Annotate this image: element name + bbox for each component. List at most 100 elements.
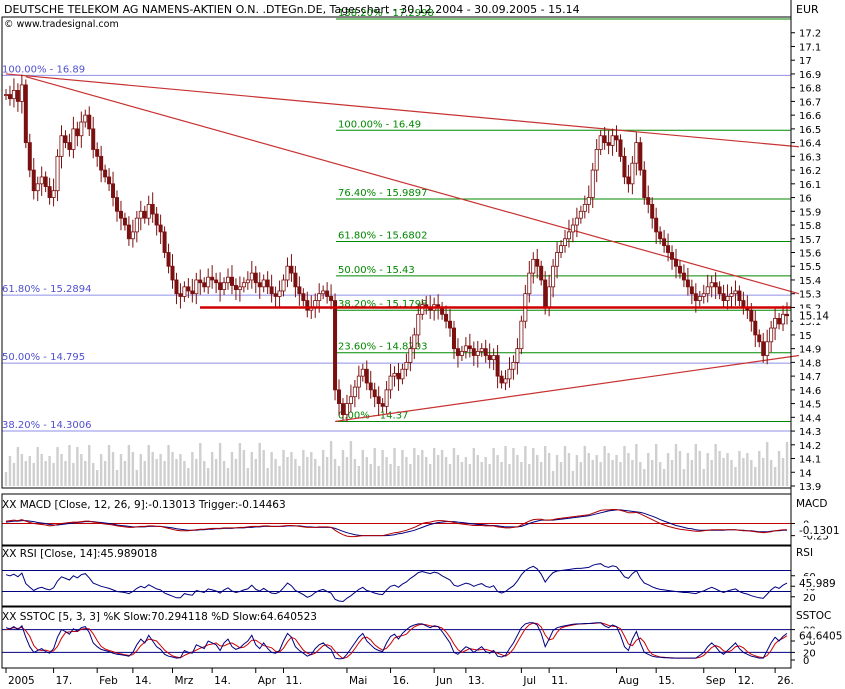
volume-bar xyxy=(746,453,749,486)
y-tick-label: 14.4 xyxy=(799,413,821,424)
panel-tick-label: 20 xyxy=(803,648,816,659)
y-tick-label: 16.2 xyxy=(799,166,821,177)
volume-bar xyxy=(658,462,662,486)
x-tick-label: 16. xyxy=(393,675,410,687)
candle-body xyxy=(269,286,274,295)
volume-bar xyxy=(666,453,670,486)
fib-level-label: 138.20% - 17.2998 xyxy=(338,8,434,19)
candle-body xyxy=(83,114,88,123)
candle-body xyxy=(574,217,579,226)
y-tick-label: 15.9 xyxy=(799,207,821,218)
candle-body xyxy=(475,350,480,356)
macd-axis-label: MACD xyxy=(796,498,827,510)
candle-body xyxy=(91,128,96,150)
candle-body xyxy=(570,224,575,233)
y-tick-label: 15 xyxy=(799,331,812,342)
candle-body xyxy=(408,348,413,363)
candle-body xyxy=(293,272,298,288)
volume-bar xyxy=(785,442,789,486)
y-tick-label: 14.6 xyxy=(799,386,821,397)
volume-bar xyxy=(135,470,139,486)
candle-body xyxy=(59,135,64,157)
volume-bar xyxy=(773,467,777,486)
volume-bar xyxy=(662,469,666,486)
candle-body xyxy=(483,348,488,356)
candle-body xyxy=(257,282,262,288)
volume-bar xyxy=(528,464,531,486)
candle-body xyxy=(666,245,671,253)
volume-bar xyxy=(643,469,646,486)
volume-bar xyxy=(654,444,658,486)
chart-title: DEUTSCHE TELEKOM AG NAMENS-AKTIEN O.N. .… xyxy=(4,3,580,16)
x-tick-label: Jul xyxy=(522,675,536,687)
volume-bar xyxy=(678,451,682,486)
volume-bar xyxy=(710,460,713,486)
fib-level-label: 100.00% - 16.49 xyxy=(338,119,421,130)
volume-bar xyxy=(191,452,194,486)
volume-bar xyxy=(310,452,313,486)
candle-body xyxy=(721,293,726,301)
sstoc-panel: 805020064.6405 xyxy=(2,610,845,667)
retracement-level-label: 50.00% - 14.795 xyxy=(2,352,85,363)
volume-bar xyxy=(206,468,210,486)
fib-level-label: 38.20% - 15.1798 xyxy=(338,299,427,310)
volume-bar xyxy=(421,450,424,486)
macd-line xyxy=(5,509,787,538)
volume-bar xyxy=(476,455,479,486)
volume-bar xyxy=(222,461,226,486)
candle-body xyxy=(222,282,227,290)
candle-body xyxy=(614,135,619,141)
sstoc-legend: XX SSTOC [5, 3, 3] %K Slow:70.294118 %D … xyxy=(2,611,317,623)
candle-body xyxy=(670,252,675,260)
volume-bar xyxy=(385,457,388,486)
candle-body xyxy=(519,320,524,350)
y-tick-label: 16.6 xyxy=(799,111,821,122)
candle-body xyxy=(562,238,567,247)
x-tick-label: Aug xyxy=(619,675,640,687)
volume-bar xyxy=(516,455,519,486)
candle-body xyxy=(166,252,171,267)
candle-body xyxy=(448,320,453,329)
retracement-level-label: 61.80% - 15.2894 xyxy=(2,284,91,295)
volume-bar xyxy=(76,447,79,486)
candle-body xyxy=(71,128,76,150)
candle-body xyxy=(321,290,326,295)
volume-bar xyxy=(361,450,365,486)
volume-bar xyxy=(317,466,321,486)
volume-bar xyxy=(734,467,737,486)
x-tick-label: Mrz xyxy=(175,675,194,687)
volume-bar xyxy=(409,464,412,486)
volume-bar xyxy=(64,461,67,486)
volume-bar xyxy=(341,450,345,486)
volume-bar xyxy=(56,447,59,486)
candle-body xyxy=(392,372,397,377)
volume-bar xyxy=(432,448,436,486)
volume-bar xyxy=(682,469,686,486)
candle-body xyxy=(301,293,306,301)
candle-body xyxy=(158,224,163,233)
candle-body xyxy=(733,290,738,295)
volume-bar xyxy=(16,447,20,486)
candle-body xyxy=(444,313,449,322)
volume-bar xyxy=(559,462,563,486)
volume-bar xyxy=(413,448,416,486)
x-tick-label: 15. xyxy=(658,675,675,687)
candle-body xyxy=(329,296,334,301)
candle-body xyxy=(459,350,464,356)
macd-legend: XX MACD [Close, 12, 26, 9]:-0.13013 Trig… xyxy=(2,499,286,511)
candle-body xyxy=(229,276,234,286)
candle-body xyxy=(602,135,607,144)
volume-bar xyxy=(615,455,618,486)
volume-bar xyxy=(365,457,368,486)
candle-body xyxy=(630,162,635,185)
volume-bar xyxy=(575,455,579,486)
candle-body xyxy=(130,231,135,240)
volume-bar xyxy=(163,461,166,486)
volume-bar xyxy=(139,454,142,486)
candle-body xyxy=(622,155,627,178)
candle-body xyxy=(202,282,207,288)
candle-body xyxy=(7,94,12,100)
candle-body xyxy=(689,286,694,295)
x-tick-label: 17. xyxy=(56,675,73,687)
candle-body xyxy=(681,272,686,281)
